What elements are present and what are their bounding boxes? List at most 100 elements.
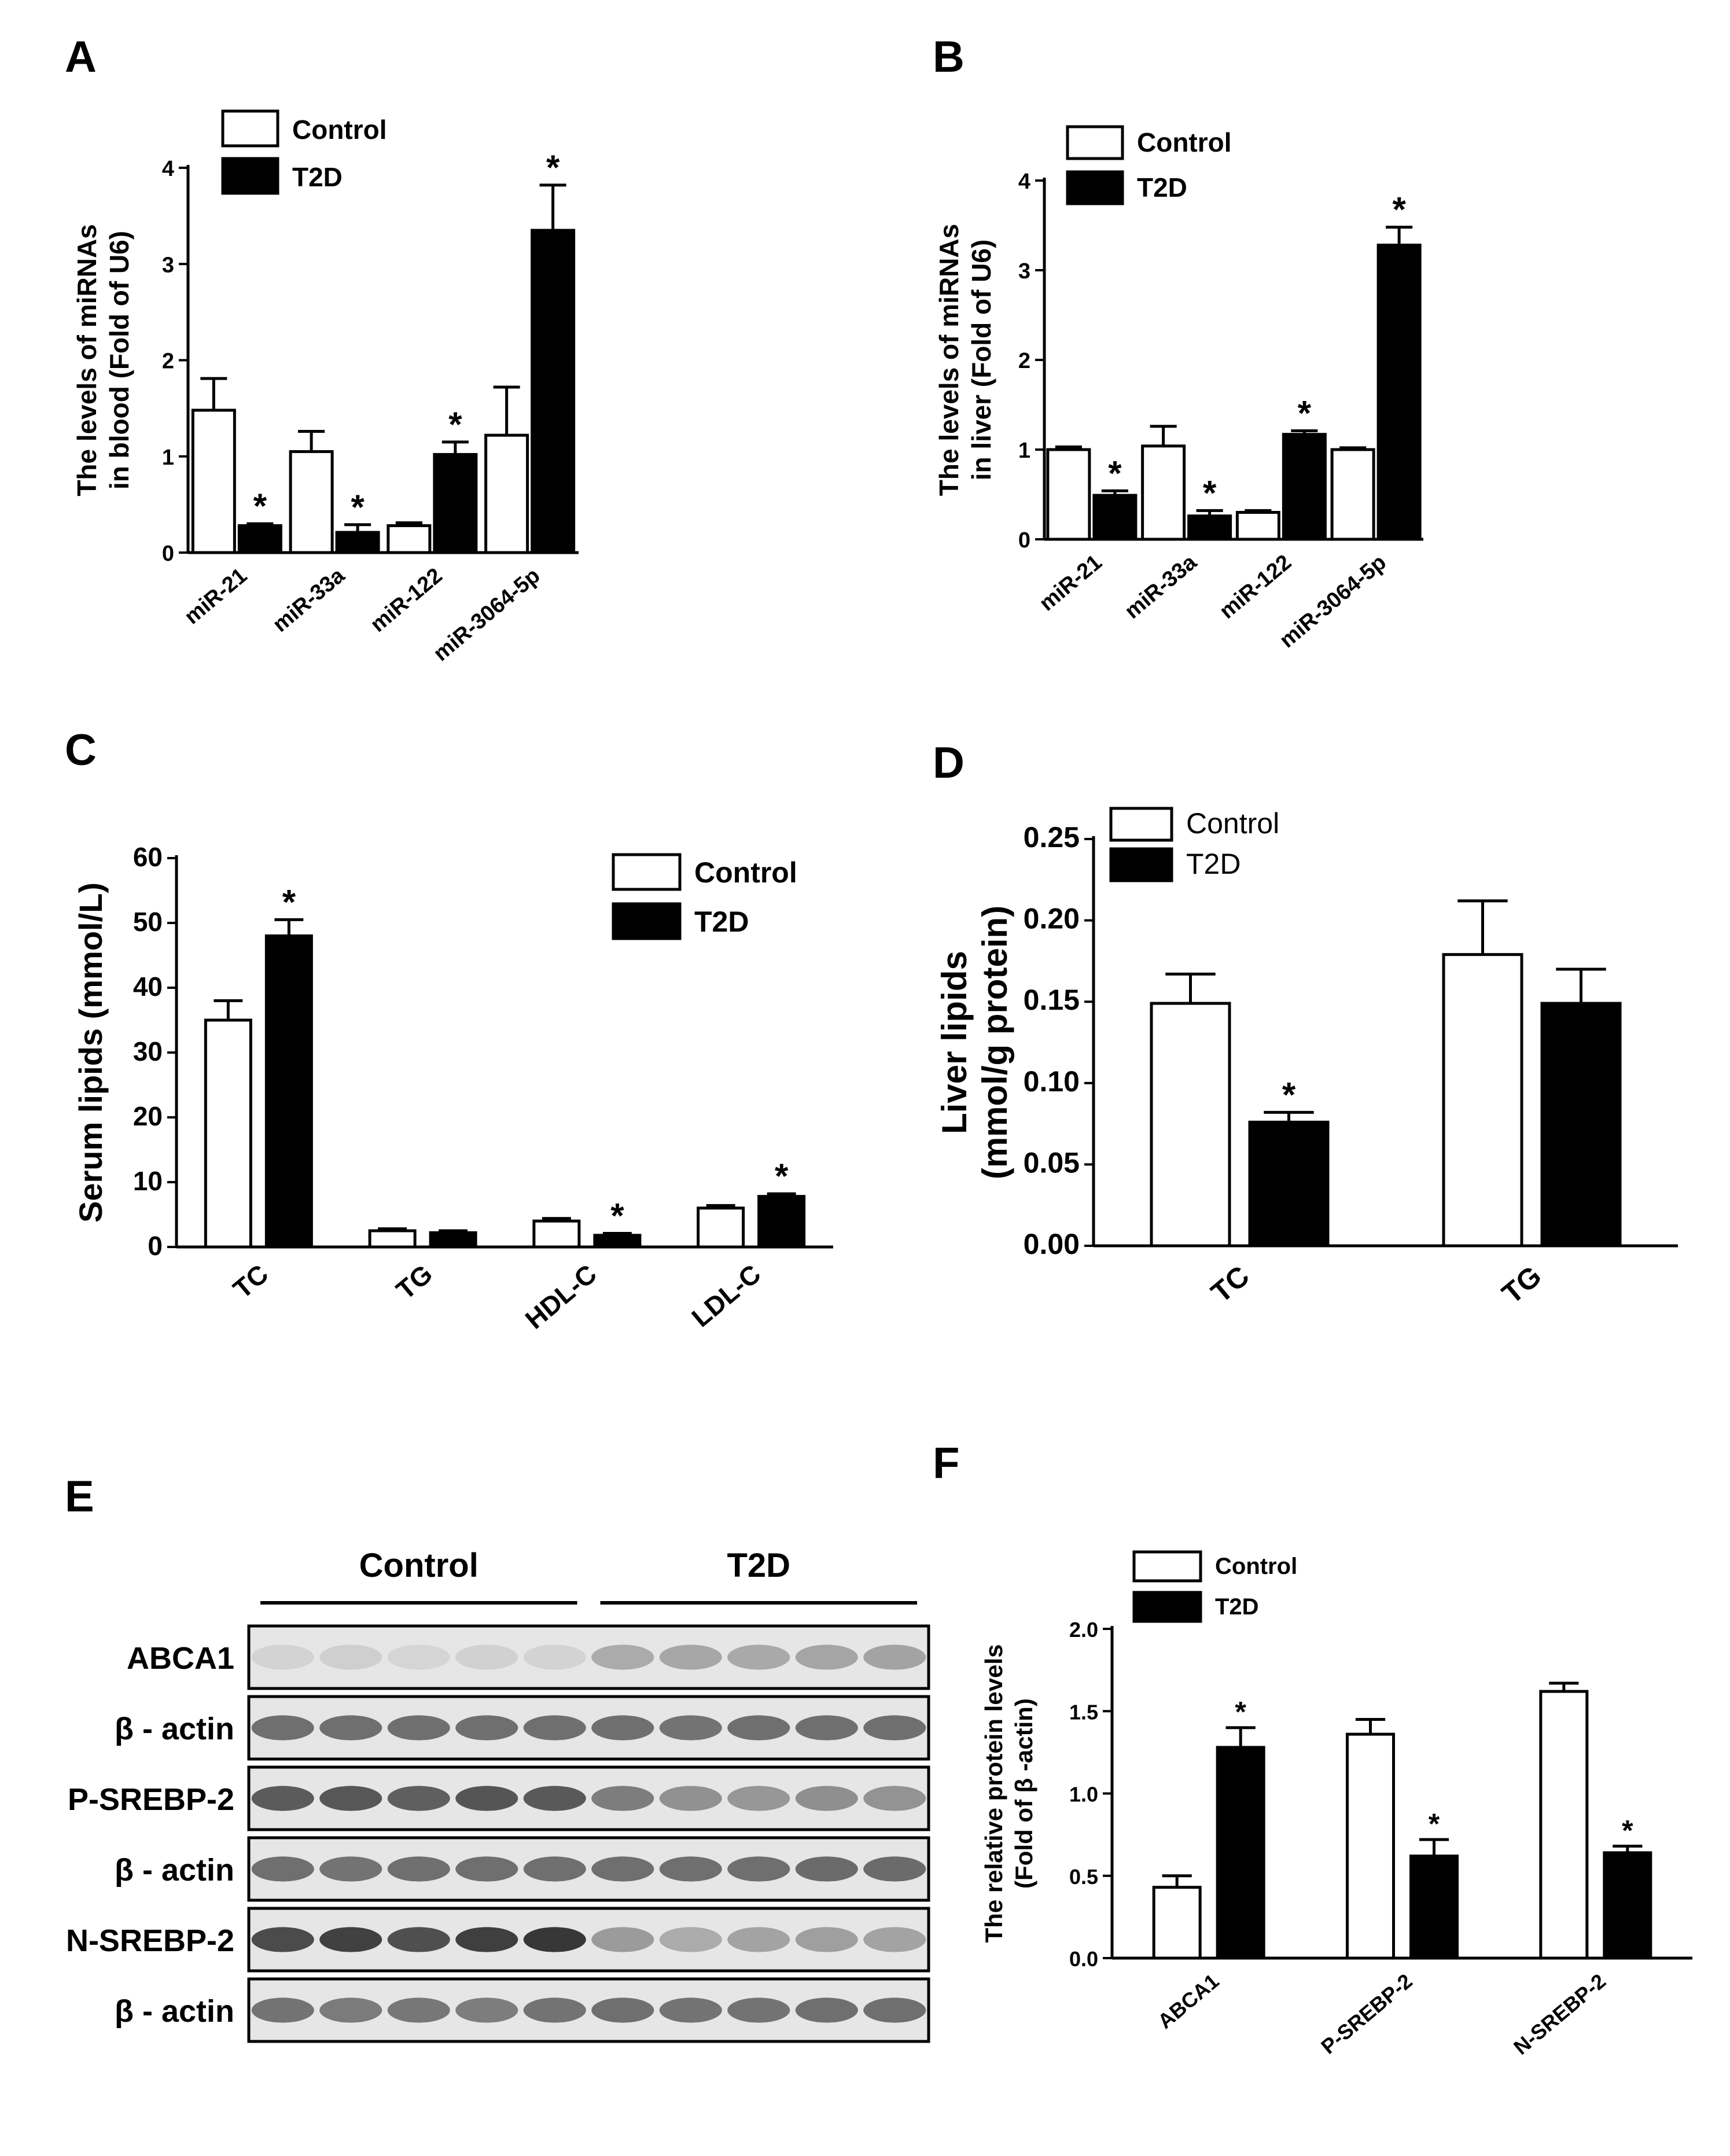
panel-a-y-axis-label: The levels of miRNAs	[72, 224, 102, 496]
panel-c-y-tick-label: 40	[133, 972, 163, 1002]
blot-band	[523, 1856, 586, 1882]
panel-letter-f: F	[933, 1438, 959, 1488]
panel-b-legend-label: T2D	[1137, 172, 1187, 203]
panel-c-y-axis-label: Serum lipids (mmol/L)	[72, 882, 109, 1223]
panel-f-y-tick-label: 0.5	[1069, 1865, 1098, 1889]
panel-d-y-axis-label: Liver lipids	[935, 951, 974, 1134]
panel-f-y-axis-label: The relative protein levels	[980, 1644, 1007, 1943]
panel-b-y-tick-label: 4	[1018, 170, 1030, 194]
panel-a-significance-star: *	[351, 488, 365, 527]
blot-row-label: P-SREBP-2	[68, 1782, 234, 1817]
blot-band	[659, 1927, 722, 1952]
panel-c-y-tick-label: 60	[133, 842, 163, 872]
panel-a-category-label: miR-33a	[268, 563, 350, 637]
blot-band	[319, 1927, 382, 1952]
blot-row-label: N-SREBP-2	[66, 1923, 234, 1958]
blot-band	[251, 1786, 314, 1811]
blot-band	[387, 1997, 450, 2023]
blot-band	[523, 1997, 586, 2023]
blot-band	[387, 1927, 450, 1952]
panel-c-bar-t2d	[593, 1234, 642, 1249]
blot-band	[455, 1997, 518, 2023]
panel-c-legend-label: Control	[694, 856, 797, 889]
panel-c-bar-chart: 0 10 20 30 40 50 60 Serum lipids (mmol/L) * TC TG *…	[72, 842, 833, 1335]
blot-band	[659, 1786, 722, 1811]
panel-f-legend-swatch	[1132, 1550, 1202, 1583]
panel-a-category-label: miR-3064-5p	[429, 564, 544, 666]
panel-a-bar-t2d	[237, 524, 282, 554]
panel-c-category-label: TG	[391, 1259, 438, 1305]
panel-letter-e: E	[65, 1472, 94, 1521]
panel-f-category-label: P-SREBP-2	[1316, 1969, 1416, 2059]
blot-band	[727, 1644, 790, 1670]
blot-band	[727, 1997, 790, 2023]
panel-a-significance-star: *	[546, 148, 560, 187]
blot-band	[455, 1644, 518, 1670]
blot-band	[387, 1786, 450, 1811]
panel-c-bar-t2d	[757, 1195, 806, 1249]
panel-b-y-axis-label: in liver (Fold of U6)	[966, 240, 996, 481]
panel-b-bar-control	[1330, 448, 1375, 541]
panel-c-bar-t2d	[264, 934, 313, 1249]
blot-band	[863, 1997, 926, 2023]
blot-band	[863, 1644, 926, 1670]
panel-b-y-tick-label: 2	[1018, 349, 1030, 373]
blot-band	[591, 1786, 654, 1811]
panel-a-y-tick-label: 0	[162, 542, 174, 566]
blot-band	[795, 1856, 858, 1882]
panel-a-y-axis-label: in blood (Fold of U6)	[104, 231, 134, 490]
panel-a-bar-control	[191, 409, 236, 554]
panel-b-significance-star: *	[1203, 473, 1217, 512]
blot-band	[455, 1927, 518, 1952]
panel-d-category-label: TG	[1496, 1260, 1547, 1311]
blot-band	[319, 1856, 382, 1882]
panel-f-significance-star: *	[1622, 1815, 1633, 1847]
panel-a-bar-t2d	[531, 229, 576, 554]
panel-c-legend-swatch	[612, 902, 682, 940]
panel-a-y-tick-label: 4	[162, 157, 174, 181]
blot-band	[795, 1644, 858, 1670]
blot-band	[591, 1715, 654, 1741]
blot-group-label: Control	[359, 1547, 478, 1584]
panel-b-legend-swatch	[1066, 125, 1124, 160]
panel-d-y-tick-label: 0.15	[1024, 984, 1080, 1016]
panel-letter-d: D	[933, 738, 965, 788]
blot-band	[387, 1856, 450, 1882]
panel-b-bar-control	[1141, 444, 1186, 541]
panel-c-category-label: HDL-C	[520, 1259, 602, 1335]
panel-f-y-tick-label: 1.5	[1069, 1700, 1098, 1724]
blot-band	[863, 1715, 926, 1741]
blot-group-label: T2D	[727, 1547, 790, 1584]
panel-f-y-axis-label: (Fold of β -actin)	[1010, 1698, 1037, 1889]
panel-c-y-tick-label: 0	[148, 1231, 163, 1261]
panel-c-y-tick-label: 30	[133, 1036, 163, 1066]
panel-f-bar-control	[1539, 1690, 1589, 1960]
panel-d-y-axis-label: (mmol/g protein)	[976, 906, 1014, 1179]
blot-band	[591, 1927, 654, 1952]
panel-a-legend-label: Control	[292, 115, 387, 145]
panel-f-y-tick-label: 0.0	[1069, 1947, 1098, 1971]
blot-band	[251, 1644, 314, 1670]
panel-a-bar-control	[387, 524, 432, 554]
panel-c-y-tick-label: 10	[133, 1166, 163, 1196]
panel-b-bar-t2d	[1187, 514, 1232, 541]
blot-band	[387, 1715, 450, 1741]
panel-f-category-label: N-SREBP-2	[1509, 1969, 1610, 2059]
panel-b-significance-star: *	[1392, 190, 1406, 229]
blot-band	[795, 1927, 858, 1952]
panel-d-y-tick-label: 0.05	[1024, 1146, 1080, 1179]
blot-band	[795, 1786, 858, 1811]
panel-b-y-tick-label: 1	[1018, 439, 1030, 463]
blot-band	[659, 1644, 722, 1670]
panel-b-legend-swatch	[1066, 170, 1124, 205]
panel-b-category-label: miR-21	[1035, 550, 1107, 616]
blot-band	[523, 1715, 586, 1741]
panel-letters: A B C D E F	[65, 32, 965, 1521]
blot-band	[319, 1997, 382, 2023]
blot-band	[251, 1927, 314, 1952]
panel-d-bar-chart: 0.00 0.05 0.10 0.15 0.20 0.25 Liver lipids (mmo…	[935, 807, 1678, 1310]
panel-c-bar-t2d	[429, 1231, 477, 1249]
blot-band	[455, 1715, 518, 1741]
panel-f-bar-t2d	[1409, 1855, 1459, 1960]
